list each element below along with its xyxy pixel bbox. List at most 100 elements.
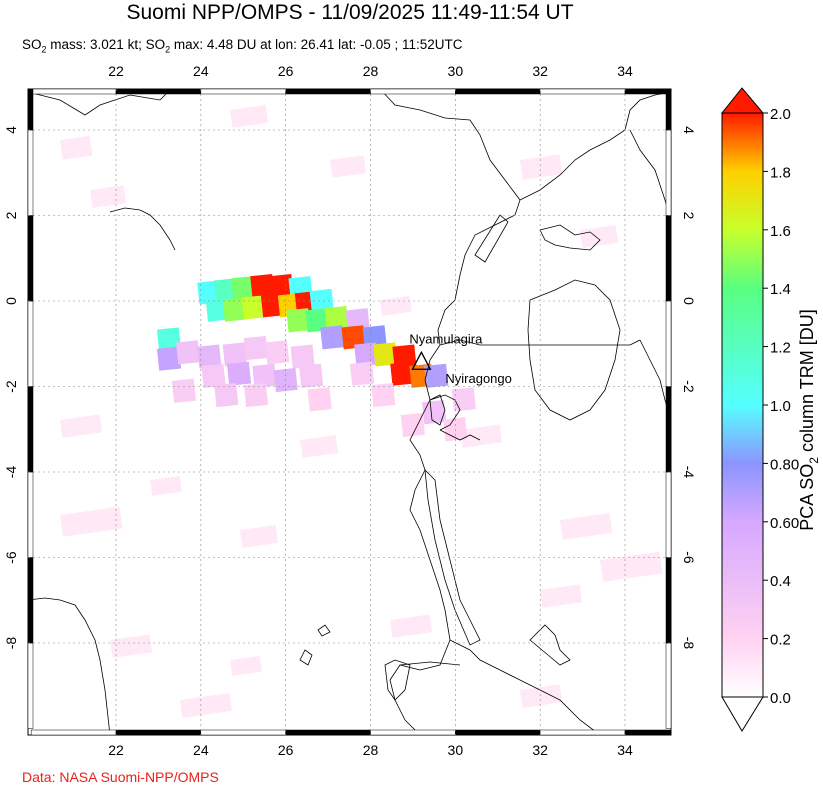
frame-bar-bottom	[115, 729, 202, 736]
so2-pixel	[250, 273, 275, 299]
colorbar-title: PCA SO2 column TRM [DU]	[797, 309, 821, 530]
colorbar-tick-label: 1.2	[770, 340, 791, 357]
x-tick-label-top: 34	[617, 63, 633, 79]
colorbar-max-triangle	[720, 87, 765, 114]
colorbar-tick-label: 1.8	[770, 164, 791, 181]
y-tick-label-left: -4	[3, 466, 19, 479]
so2-pixel	[226, 361, 252, 386]
so2-pixel	[307, 387, 332, 412]
data-credit: Data: NASA Suomi-NPP/OMPS	[22, 769, 219, 785]
so2-pixel	[286, 308, 311, 333]
so2-pixel	[390, 361, 415, 386]
so2-pixel	[176, 340, 201, 365]
colorbar-labels: 2.0 1.8 1.6 1.4 1.2 1.0 0.80 0.60 0.4 0.2 0.0	[763, 106, 799, 707]
frame-bar-bottom	[285, 729, 371, 736]
colorbar-tick-label: 2.0	[770, 106, 791, 123]
so2-pixel	[269, 273, 294, 299]
x-tick-label-bottom: 28	[363, 742, 379, 758]
so2-pixel	[373, 342, 398, 367]
x-tick-label-top: 32	[532, 63, 548, 79]
frame-bar-left	[27, 557, 34, 644]
x-tick-label-top: 28	[363, 63, 379, 79]
colorbar-tick-label: 0.60	[770, 515, 799, 532]
frame-bar-bottom	[370, 729, 456, 736]
frame-bar-top	[30, 88, 117, 95]
lakes	[109, 207, 621, 701]
colorbar-gradient	[721, 112, 764, 698]
so2-pixel	[422, 400, 447, 425]
so2-pixel	[299, 363, 324, 388]
frame-bar-right	[665, 471, 672, 558]
x-tick-label-top: 26	[278, 63, 294, 79]
so2-pixel	[290, 344, 315, 369]
frame-bar-left	[27, 471, 34, 558]
volcano-label-nyamulagira: Nyamulagira	[409, 331, 483, 346]
colorbar: 2.0 1.8 1.6 1.4 1.2 1.0 0.80 0.60 0.4 0.2 0.0 PCA …	[720, 87, 821, 732]
frame-bar-top	[624, 88, 672, 95]
x-tick-label-bottom: 24	[193, 742, 209, 758]
frame-bar-bottom	[539, 729, 626, 736]
y-tick-label-right: -4	[681, 466, 697, 479]
so2-pixel	[265, 340, 290, 365]
so2-pixel	[197, 344, 222, 369]
frame-bar-left	[27, 642, 34, 729]
frame-bar-right	[665, 386, 672, 473]
so2-pixel	[305, 308, 330, 333]
so2-pixel	[156, 327, 182, 352]
colorbar-tick-label: 0.80	[770, 456, 799, 473]
so2-pixel	[201, 363, 226, 388]
so2-pixel	[345, 308, 370, 333]
map-title: Suomi NPP/OMPS - 11/09/2025 11:49-11:54 …	[126, 1, 574, 24]
colorbar-tick-label: 0.0	[770, 690, 791, 707]
background-noise-pixels	[59, 104, 663, 718]
y-tick-label-right: 2	[681, 212, 697, 220]
map-subtitle: SO2 mass: 3.021 kt; SO2 max: 4.48 DU at …	[22, 37, 463, 55]
y-tick-label-right: -2	[681, 380, 697, 393]
so2-pixel-layer	[156, 273, 476, 442]
frame-bar-bottom	[455, 729, 541, 736]
frame-bar-left	[27, 386, 34, 473]
so2-pixel	[241, 295, 266, 320]
y-tick-label-left: 2	[3, 211, 19, 219]
volcano-label-nyiragongo: Nyiragongo	[445, 371, 512, 386]
frame-bar-right	[665, 300, 672, 387]
y-tick-label-left: -6	[3, 551, 19, 564]
so2-pixel	[222, 342, 247, 367]
y-tick-label-left: -2	[3, 380, 19, 393]
so2-pixel	[309, 288, 334, 314]
frame-bar-left	[27, 129, 34, 216]
so2-pixel	[243, 382, 269, 408]
so2-pixel	[400, 412, 426, 438]
colorbar-tick-label: 1.4	[770, 281, 791, 298]
colorbar-tick-label: 1.6	[770, 223, 791, 240]
colorbar-min-triangle	[721, 696, 764, 732]
colorbar-tick-label: 0.4	[770, 573, 791, 590]
so2-pixel	[231, 276, 256, 301]
frame-bar-left	[27, 300, 34, 387]
y-tick-label-left: 4	[3, 126, 19, 134]
so2-pixel	[243, 335, 269, 361]
y-tick-label-left: 0	[3, 297, 19, 305]
y-tick-label-right: 4	[681, 126, 697, 134]
x-tick-label-bottom: 30	[448, 742, 464, 758]
so2-pixel	[171, 378, 196, 403]
so2-pixel	[354, 342, 379, 367]
so2-pixel	[214, 382, 239, 408]
frame-bar-top	[285, 88, 371, 95]
so2-pixel	[324, 306, 349, 331]
volcano-markers: Nyamulagira Nyiragongo	[409, 331, 512, 386]
frame-bar-bottom	[30, 729, 117, 736]
frame-bar-right	[665, 88, 672, 131]
frame-bar-left	[27, 215, 34, 302]
x-tick-label-bottom: 32	[532, 742, 548, 758]
so2-pixel	[156, 346, 182, 371]
frame-bar-bottom	[624, 729, 672, 736]
so2-pixel	[371, 382, 396, 408]
frame-bar-top	[200, 88, 286, 95]
frame-bar-top	[115, 88, 202, 95]
frame-bar-right	[665, 642, 672, 729]
so2-pixel	[341, 325, 366, 350]
frame-bar-bottom	[200, 729, 286, 736]
